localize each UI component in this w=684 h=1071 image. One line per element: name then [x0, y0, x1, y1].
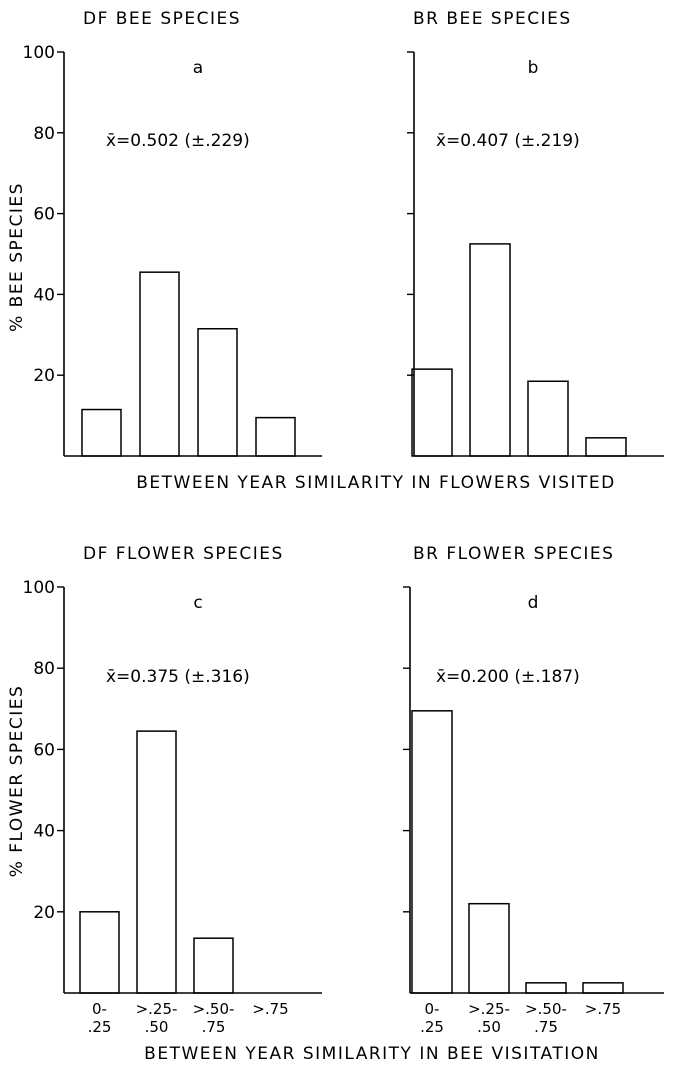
bar-0-.25: [79, 911, 120, 994]
category-label: 0-: [92, 1000, 107, 1018]
bar-0-.25: [81, 408, 122, 457]
category-label: >.50-: [193, 1000, 235, 1018]
y-tick-label: 40: [33, 822, 55, 842]
y-tick-label: 80: [33, 659, 55, 679]
y-tick-label: 60: [33, 205, 55, 225]
panel-c: DF FLOWER SPECIES c x̄=0.375 (±.316) 20 40 60…: [23, 544, 322, 1036]
bar-0-.25: [411, 368, 453, 457]
mean-annotation: x̄=0.200 (±.187): [436, 667, 580, 687]
category-label: >.25-: [136, 1000, 178, 1018]
category-label: .50: [477, 1018, 501, 1036]
bar->.50-.75: [527, 380, 569, 457]
category-label: .75: [534, 1018, 558, 1036]
category-label: >.75: [585, 1000, 621, 1018]
bar->.25-.50: [139, 271, 180, 457]
category-label: .75: [202, 1018, 226, 1036]
mean-annotation: x̄=0.375 (±.316): [106, 667, 250, 687]
panel-d: BR FLOWER SPECIES d x̄=0.200 (±.187) 0-.25 >…: [403, 544, 664, 1036]
bar->.50-.75: [525, 982, 567, 994]
category-label: 0-: [425, 1000, 440, 1018]
bar->.50-.75: [197, 327, 238, 457]
category-label: .25: [420, 1018, 444, 1036]
panel-b: BR BEE SPECIES b x̄=0.407 (±.219): [407, 9, 664, 457]
panel-letter: a: [193, 58, 203, 78]
y-tick-label: 20: [33, 366, 55, 386]
mean-annotation: x̄=0.407 (±.219): [436, 131, 580, 151]
y-tick-label: 80: [33, 124, 55, 144]
panels: DF BEE SPECIES a x̄=0.502 (±.229) 20 40 60 80 1…: [23, 9, 664, 1036]
y-tick-label: 100: [23, 43, 55, 63]
category-label: >.75: [252, 1000, 288, 1018]
category-label: >.25-: [468, 1000, 510, 1018]
bar->.25-.50: [136, 730, 177, 994]
panel-letter: c: [193, 593, 202, 613]
category-label: .50: [145, 1018, 169, 1036]
top-y-axis-label: % BEE SPECIES: [7, 182, 27, 332]
y-tick-label: 100: [23, 578, 55, 598]
bar-0-.25: [411, 710, 453, 994]
category-label: .25: [88, 1018, 112, 1036]
bottom-y-axis-label: % FLOWER SPECIES: [7, 685, 27, 878]
y-tick-label: 40: [33, 285, 55, 305]
bar->.75: [255, 416, 296, 457]
bar->.75: [582, 982, 624, 994]
bottom-x-axis-label: BETWEEN YEAR SIMILARITY IN BEE VISITATIO…: [144, 1044, 600, 1064]
category-label: >.50-: [525, 1000, 567, 1018]
panel-a: DF BEE SPECIES a x̄=0.502 (±.229) 20 40 60 80 1…: [23, 9, 322, 457]
panel-title: BR FLOWER SPECIES: [413, 544, 614, 564]
mean-annotation: x̄=0.502 (±.229): [106, 131, 250, 151]
bar->.25-.50: [468, 902, 510, 994]
top-x-axis-label: BETWEEN YEAR SIMILARITY IN FLOWERS VISIT…: [136, 473, 616, 493]
panel-letter: d: [528, 593, 539, 613]
panel-letter: b: [528, 58, 539, 78]
panel-title: DF BEE SPECIES: [83, 9, 241, 29]
panel-title: DF FLOWER SPECIES: [83, 544, 284, 564]
y-tick-label: 20: [33, 903, 55, 923]
panel-title: BR BEE SPECIES: [413, 9, 572, 29]
bar->.25-.50: [469, 243, 511, 457]
y-tick-label: 60: [33, 740, 55, 760]
bar->.75: [585, 437, 627, 457]
bar->.50-.75: [193, 937, 234, 994]
